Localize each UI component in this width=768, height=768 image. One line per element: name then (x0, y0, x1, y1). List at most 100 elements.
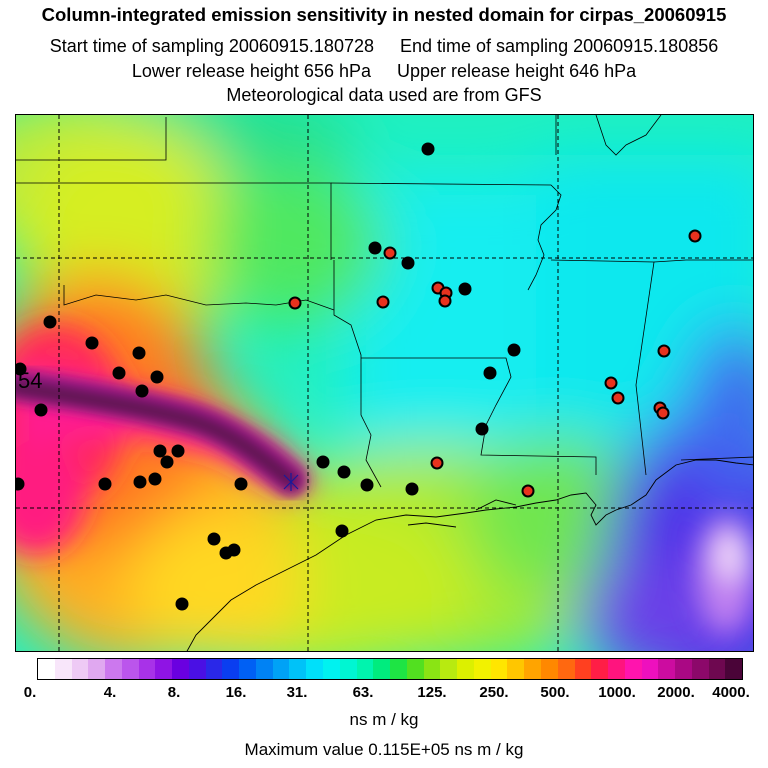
station-dot-black (421, 142, 435, 156)
sampling-times: Start time of sampling 20060915.180728 En… (0, 36, 768, 57)
station-dot-black (153, 444, 167, 458)
station-dot-black (219, 546, 233, 560)
colorbar-cell (71, 659, 89, 679)
colorbar-cell (239, 659, 256, 679)
colorbar-cell (255, 659, 273, 679)
station-dot-black (85, 336, 99, 350)
station-dot-black (150, 370, 164, 384)
colorbar-cell (306, 659, 324, 679)
colorbar-tick-label: 4. (103, 684, 117, 701)
trajectory-band (16, 368, 308, 497)
colorbar-cell (188, 659, 206, 679)
station-dot-black (171, 444, 185, 458)
station-dot-black (98, 477, 112, 491)
station-dot-red (521, 484, 535, 498)
station-dot-black (43, 315, 57, 329)
colorbar-cell (356, 659, 374, 679)
colorbar-cell (172, 659, 189, 679)
station-dot-black (360, 478, 374, 492)
station-dot-black (16, 477, 25, 491)
station-dot-black (405, 482, 419, 496)
lower-release-text: Lower release height 656 hPa (131, 61, 371, 81)
colorbar-tick-label: 8. (167, 684, 181, 701)
station-dot-black (483, 366, 497, 380)
colorbar-cell (423, 659, 441, 679)
start-sampling-text: Start time of sampling 20060915.180728 (49, 36, 374, 56)
station-dot-black (234, 477, 248, 491)
station-dot-black (132, 346, 146, 360)
colorbar-tick-label: 500. (540, 684, 570, 701)
station-dot-black (207, 532, 221, 546)
colorbar-cell (155, 659, 173, 679)
colorbar-cell (675, 659, 692, 679)
colorbar-cell (473, 659, 491, 679)
station-dot-black (337, 465, 351, 479)
colorbar-tick-label: 16. (225, 684, 247, 701)
colorbar-cell (323, 659, 340, 679)
colorbar-cell (390, 659, 407, 679)
colorbar-cell (574, 659, 592, 679)
station-dot-black (160, 455, 174, 469)
station-dot-black (16, 362, 27, 376)
state-borders (16, 115, 753, 488)
colorbar-cell (624, 659, 642, 679)
colorbar-cell (54, 659, 72, 679)
colorbar-cell (222, 659, 240, 679)
colorbar-tick-label: 4000. (712, 684, 750, 701)
station-dot-red (688, 229, 702, 243)
station-dot-black (335, 524, 349, 538)
colorbar-tick-label: 0. (23, 684, 37, 701)
station-dot-black (507, 343, 521, 357)
coastline (186, 459, 753, 651)
upper-release-text: Upper release height 646 hPa (397, 61, 637, 81)
station-dot-red (288, 296, 302, 310)
colorbar-cell (524, 659, 541, 679)
station-dot-black (135, 384, 149, 398)
sensitivity-field (16, 115, 753, 651)
colorbar-tick-label: 125. (417, 684, 447, 701)
colorbar-cell (289, 659, 307, 679)
station-dot-black (368, 241, 382, 255)
station-dot-black (148, 472, 162, 486)
graticule (16, 115, 753, 651)
colorbar-tick-label: 250. (479, 684, 509, 701)
colorbar-cell (105, 659, 122, 679)
end-sampling-text: End time of sampling 20060915.180856 (400, 36, 719, 56)
station-dot-black (475, 422, 489, 436)
colorbar-cell (725, 659, 743, 679)
colorbar-cell (457, 659, 474, 679)
station-dot-black (133, 475, 147, 489)
colorbar-cell (490, 659, 508, 679)
colorbar-cell (406, 659, 424, 679)
colorbar (37, 658, 743, 680)
colorbar-cell (591, 659, 609, 679)
colorbar-tick-label: 31. (286, 684, 308, 701)
colorbar-cell (540, 659, 558, 679)
release-marker (283, 473, 299, 491)
sensitivity-map: 54 (15, 114, 754, 652)
colorbar-cell (138, 659, 156, 679)
station-dot-black (34, 403, 48, 417)
colorbar-tick-label: 63. (352, 684, 374, 701)
colorbar-cell (708, 659, 726, 679)
colorbar-cell (272, 659, 290, 679)
colorbar-units: ns m / kg (349, 710, 419, 729)
trajectory-label: 54 (18, 368, 42, 393)
station-dot-black (316, 455, 330, 469)
colorbar-tick-label: 1000. (598, 684, 636, 701)
station-dot-red (657, 344, 671, 358)
station-dot-red (376, 295, 390, 309)
colorbar-cell (38, 659, 55, 679)
maximum-value-text: Maximum value 0.115E+05 ns m / kg (244, 740, 524, 759)
release-heights: Lower release height 656 hPa Upper releas… (0, 61, 768, 82)
colorbar-cell (608, 659, 625, 679)
station-dot-black (458, 282, 472, 296)
colorbar-cell (691, 659, 709, 679)
station-dot-red (656, 406, 670, 420)
station-dots (16, 142, 702, 611)
colorbar-cell (658, 659, 676, 679)
colorbar-cell (507, 659, 525, 679)
colorbar-tick-label: 2000. (657, 684, 695, 701)
colorbar-cell (88, 659, 106, 679)
station-dot-red (383, 246, 397, 260)
